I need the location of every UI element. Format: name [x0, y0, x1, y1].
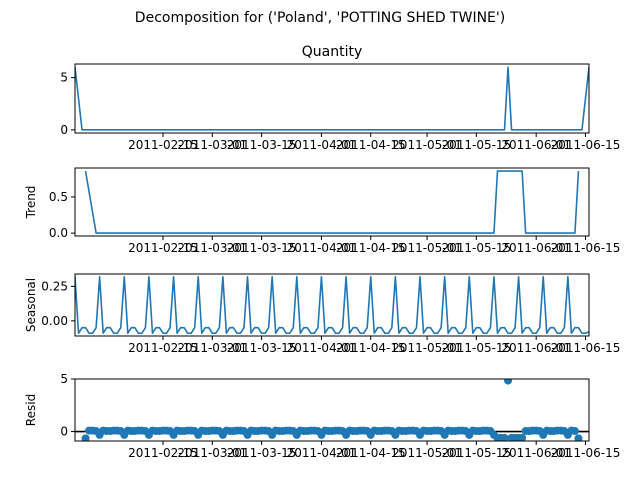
xtick-label: 2011-05-01 [392, 341, 462, 355]
xtick-label: 2011-06-15 [551, 341, 621, 355]
resid-point [81, 434, 90, 441]
xtick-label: 2011-05-15 [441, 138, 511, 152]
xtick-label: 2011-04-15 [336, 446, 406, 460]
ytick-label: 0 [60, 425, 68, 439]
xtick-label: 2011-04-01 [287, 138, 357, 152]
xtick-label: 2011-03-15 [227, 241, 297, 255]
resid-point [518, 433, 527, 441]
xtick-label: 2011-02-15 [128, 446, 198, 460]
xtick-label: 2011-02-15 [128, 341, 198, 355]
plot-area-2 [75, 275, 589, 335]
xtick-label: 2011-03-15 [227, 446, 297, 460]
xtick-label: 2011-03-15 [227, 341, 297, 355]
xtick-label: 2011-03-15 [227, 138, 297, 152]
xtick-label: 2011-06-01 [501, 138, 571, 152]
xtick-label: 2011-05-01 [392, 241, 462, 255]
series-line-1 [84, 170, 580, 234]
xtick-label: 2011-05-01 [392, 446, 462, 460]
panel-title: Quantity [302, 44, 363, 60]
axes-frame-0 [74, 63, 590, 134]
resid-point [500, 433, 509, 441]
ytick-label: 5 [60, 372, 68, 386]
xtick-label: 2011-02-15 [128, 241, 198, 255]
figure-suptitle: Decomposition for ('Poland', 'POTTING SH… [135, 10, 505, 26]
panel-3: 052011-02-152011-03-012011-03-152011-04-… [24, 372, 620, 460]
xtick-label: 2011-04-15 [336, 241, 406, 255]
xtick-label: 2011-04-15 [336, 341, 406, 355]
xtick-label: 2011-06-15 [551, 241, 621, 255]
axes-frame-3 [74, 378, 590, 442]
xtick-label: 2011-06-01 [501, 341, 571, 355]
xtick-label: 2011-03-01 [177, 446, 247, 460]
xtick-label: 2011-04-15 [336, 138, 406, 152]
y-axis-label: Trend [24, 186, 38, 220]
ytick-label: 0.5 [49, 190, 68, 204]
panel-2: 0.000.252011-02-152011-03-012011-03-1520… [24, 273, 621, 355]
axes-frame-2 [74, 273, 590, 337]
ytick-label: 0.00 [41, 314, 68, 328]
xtick-label: 2011-02-15 [128, 138, 198, 152]
ytick-label: 0 [60, 123, 68, 137]
xtick-label: 2011-04-01 [287, 446, 357, 460]
plot-area-0 [75, 66, 589, 131]
ytick-label: 0.25 [41, 279, 68, 293]
xtick-label: 2011-03-01 [177, 138, 247, 152]
xtick-label: 2011-04-01 [287, 341, 357, 355]
plot-area-3 [75, 379, 589, 441]
resid-point [504, 379, 513, 385]
resid-point [570, 427, 579, 436]
xtick-label: 2011-05-15 [441, 241, 511, 255]
xtick-label: 2011-03-01 [177, 341, 247, 355]
xtick-label: 2011-03-01 [177, 241, 247, 255]
axes-frame-1 [74, 167, 590, 237]
plot-area-1 [84, 170, 580, 234]
ytick-label: 0.0 [49, 226, 68, 240]
xtick-label: 2011-06-01 [501, 241, 571, 255]
xtick-label: 2011-05-01 [392, 138, 462, 152]
resid-point [574, 434, 583, 441]
xtick-label: 2011-04-01 [287, 241, 357, 255]
ytick-label: 5 [60, 71, 68, 85]
xtick-label: 2011-06-15 [551, 138, 621, 152]
y-axis-label: Seasonal [24, 278, 38, 332]
xtick-label: 2011-05-15 [441, 341, 511, 355]
series-line-2 [75, 275, 589, 335]
y-axis-label: Resid [24, 394, 38, 426]
xtick-label: 2011-06-15 [551, 446, 621, 460]
xtick-label: 2011-06-01 [501, 446, 571, 460]
panel-0: 052011-02-152011-03-012011-03-152011-04-… [60, 44, 620, 152]
xtick-label: 2011-05-15 [441, 446, 511, 460]
series-line-0 [75, 66, 589, 131]
panel-1: 0.00.52011-02-152011-03-012011-03-152011… [24, 167, 621, 255]
